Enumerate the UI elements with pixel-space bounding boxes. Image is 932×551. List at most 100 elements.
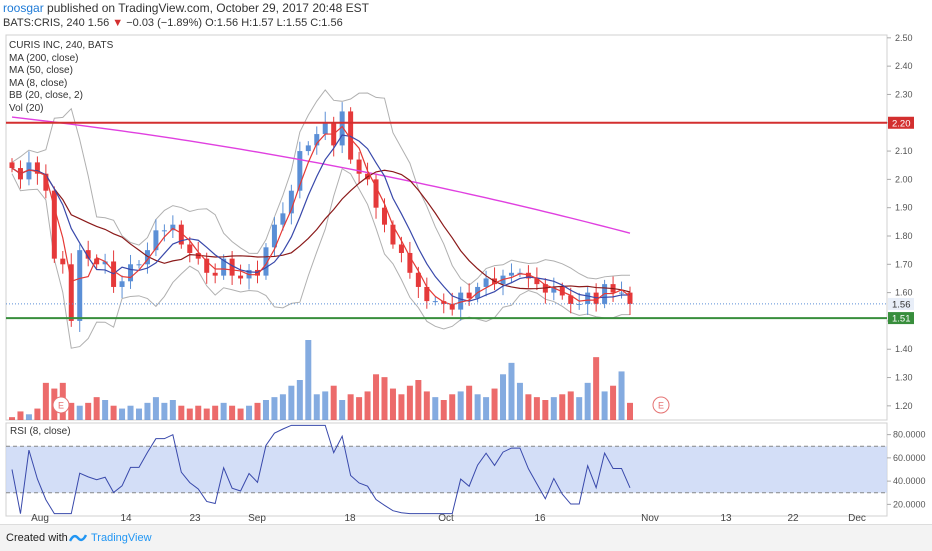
x-tick-label: Dec — [848, 513, 866, 524]
x-tick-label: 18 — [344, 513, 356, 524]
price-tick-label: 1.20 — [895, 401, 913, 411]
volume-bar — [542, 400, 549, 420]
candle-body — [229, 258, 235, 276]
volume-bar — [186, 408, 193, 420]
current-price-label-bg — [888, 297, 914, 310]
volume-bar — [500, 374, 507, 420]
volume-bar — [85, 402, 92, 420]
volume-bar — [237, 408, 244, 420]
volume-bar — [212, 405, 219, 420]
candle-body — [9, 162, 15, 169]
volume-bar — [457, 391, 464, 420]
x-tick-label: 16 — [534, 513, 546, 524]
candle-body — [153, 230, 159, 251]
candle-body — [619, 292, 625, 294]
tradingview-logo-icon — [69, 534, 87, 542]
rsi-tick-label: 60.0000 — [893, 453, 926, 463]
price-tick-label: 2.10 — [895, 146, 913, 156]
resistance-price-label-bg — [888, 116, 914, 129]
volume-bar — [593, 357, 600, 420]
volume-bar — [415, 380, 422, 420]
volume-bar — [135, 408, 142, 420]
volume-bar — [9, 417, 15, 420]
volume-bar — [68, 402, 75, 420]
candle-body — [534, 278, 540, 285]
candle-body — [398, 244, 404, 253]
x-tick-label: Aug — [31, 513, 49, 524]
candle-body — [314, 134, 320, 146]
volume-bar — [271, 397, 278, 420]
candle-body — [466, 292, 472, 299]
candle-body — [144, 250, 150, 265]
volume-bar — [601, 391, 608, 420]
volume-bar — [398, 394, 405, 420]
candle-body — [508, 272, 514, 276]
volume-bar — [559, 394, 566, 420]
ma200-line — [11, 116, 631, 234]
candle-body — [68, 264, 74, 321]
candle-body — [449, 303, 455, 310]
rsi-band — [6, 446, 887, 493]
candle-body — [458, 292, 464, 310]
candle-body — [339, 111, 345, 146]
candle-body — [390, 224, 396, 245]
volume-bar — [102, 400, 109, 420]
volume-bar — [313, 394, 320, 420]
volume-bar — [330, 385, 337, 420]
bb-lower — [11, 167, 630, 349]
volume-bar — [491, 388, 498, 420]
x-tick-label: 23 — [189, 513, 201, 524]
volume-bar — [17, 411, 24, 420]
candle-body — [187, 244, 193, 253]
volume-bar — [440, 400, 447, 420]
volume-bar — [432, 397, 439, 420]
volume-bar — [567, 391, 574, 420]
volume-bar — [525, 394, 532, 420]
volume-bar — [389, 388, 396, 420]
volume-bar — [93, 397, 100, 420]
chart-header: roosgar published on TradingView.com, Oc… — [0, 0, 932, 32]
rsi-tick-label: 20.0000 — [893, 499, 926, 509]
volume-bar — [203, 408, 210, 420]
volume-bar — [584, 382, 591, 420]
volume-bar — [195, 405, 202, 420]
candle-body — [43, 173, 49, 191]
volume-bar — [152, 397, 159, 420]
candle-body — [288, 190, 294, 214]
candle-body — [221, 258, 227, 276]
volume-bar — [474, 394, 481, 420]
candle-body — [627, 292, 633, 304]
ma8-line — [11, 125, 631, 306]
candle-body — [60, 258, 66, 265]
volume-bar — [279, 394, 286, 420]
volume-bar — [229, 405, 236, 420]
volume-bar — [76, 405, 83, 420]
candle-body — [77, 250, 83, 321]
candle-body — [26, 162, 32, 180]
candle-body — [161, 230, 167, 232]
x-tick-label: 13 — [720, 513, 732, 524]
candle-body — [195, 252, 201, 259]
price-pane — [5, 34, 888, 421]
volume-bar — [262, 400, 269, 420]
candle-body — [305, 145, 311, 152]
price-change: −0.03 (−1.89%) — [126, 17, 203, 29]
ma20-line — [11, 134, 630, 302]
resistance-price-label: 2.20 — [892, 118, 911, 129]
indicator-legend: CURIS INC, 240, BATS MA (200, close) MA … — [9, 40, 113, 116]
earnings-marker-icon — [652, 396, 670, 414]
earnings-marker-icon — [52, 396, 70, 414]
volume-bar — [449, 394, 456, 420]
price-tick-label: 1.80 — [895, 231, 913, 241]
candle-body — [51, 190, 57, 259]
tradingview-brand[interactable]: TradingView — [91, 532, 152, 544]
price-tick-label: 2.00 — [895, 174, 913, 184]
author-link[interactable]: roosgar — [3, 1, 44, 15]
volume-bar — [305, 340, 312, 420]
price-chart[interactable]: 2.50 2.40 2.30 2.20 2.10 2.00 1.90 1.80 1.70 1.60… — [0, 32, 932, 524]
volume-bar — [576, 397, 583, 420]
price-tick-label: 1.30 — [895, 373, 913, 383]
candle-body — [348, 111, 354, 160]
volume-bar — [25, 414, 32, 420]
candle-body — [585, 292, 591, 304]
